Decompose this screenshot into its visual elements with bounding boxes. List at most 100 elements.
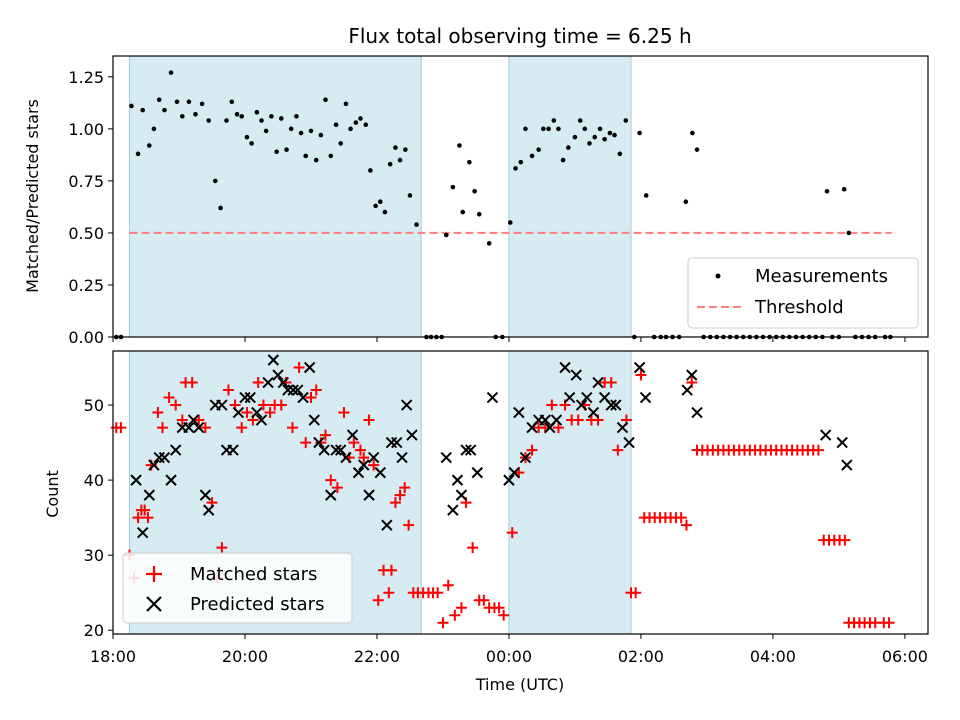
matched-star-point (319, 429, 331, 441)
y-tick-label: 40 (84, 471, 104, 490)
matched-star-point (293, 362, 305, 374)
measurement-point (278, 116, 284, 121)
predicted-star-point (232, 406, 245, 419)
x-tick-label: 22:00 (354, 647, 400, 666)
matched-star-point (372, 594, 384, 606)
x-tick-label: 06:00 (882, 647, 928, 666)
measurement-point (274, 149, 279, 155)
predicted-star-point (244, 391, 256, 404)
measurement-point (476, 211, 482, 217)
measurement-point (328, 153, 334, 159)
matched-star-point (156, 422, 168, 434)
y-tick-label: 0.50 (68, 224, 104, 243)
matched-star-point (193, 414, 205, 426)
predicted-star-point (308, 414, 320, 426)
measurement-point (206, 118, 211, 123)
measurement-point (602, 136, 607, 142)
bottom-legend-box (122, 552, 353, 624)
matched-star-point (236, 422, 248, 434)
measurement-point (683, 199, 689, 205)
predicted-star-point (563, 391, 576, 404)
predicted-star-point (202, 504, 215, 516)
matched-star-point (252, 377, 264, 389)
matched-star-point (403, 519, 415, 531)
predicted-star-point (303, 361, 316, 374)
measurement-point (269, 114, 274, 119)
bottom-axes-frame (112, 350, 929, 635)
predicted-star-point (318, 444, 330, 456)
matched-star-point (572, 414, 584, 426)
matched-star-point (394, 489, 406, 501)
predicted-star-point (440, 451, 452, 464)
measurement-point (373, 203, 378, 209)
y-tick-label: 0.00 (68, 328, 104, 347)
predicted-star-point (297, 391, 309, 404)
measurement-point (387, 161, 393, 167)
measurement-point (846, 230, 852, 236)
measurement-point (244, 134, 250, 140)
measurement-point (249, 141, 254, 146)
y-tick-label: 1.25 (68, 68, 104, 87)
matched-star-point (437, 617, 449, 629)
matched-star-point (506, 527, 518, 539)
predicted-star-point (381, 519, 393, 531)
measurement-point (239, 114, 244, 119)
measurement-point (643, 193, 649, 198)
matched-star-point (186, 377, 198, 389)
measurement-point (460, 209, 466, 215)
predicted-star-point (334, 444, 347, 456)
matched-star-point (383, 587, 395, 599)
predicted-star-point (460, 444, 472, 456)
predicted-star-point (486, 391, 499, 404)
predicted-star-point (158, 451, 171, 464)
matched-star-point (257, 399, 269, 411)
measurement-point (382, 209, 388, 215)
bottom-x-ticks: 18:00 20:00 22:00 00:00 02:00 04:00 06:00 (90, 634, 928, 666)
matched-star-point (142, 512, 154, 524)
predicted-star-point (575, 399, 588, 411)
measurement-point (129, 103, 134, 109)
matched-star-point (552, 422, 564, 434)
predicted-star-point (199, 489, 212, 501)
matched-star-point (399, 482, 411, 494)
matched-star-point (338, 407, 350, 419)
matched-star-point (139, 504, 151, 516)
predicted-star-point (513, 406, 525, 419)
measurement-point (146, 143, 152, 148)
measurement-point (486, 241, 492, 246)
measurement-point (597, 126, 603, 132)
predicted-star-point (216, 399, 228, 411)
predicted-star-point (358, 459, 370, 471)
predicted-star-point (400, 399, 413, 411)
matched-star-point (442, 579, 454, 591)
measurement-point (407, 193, 413, 198)
measurement-point (168, 70, 174, 75)
predicted-star-point (143, 489, 156, 501)
top-y-ticks: 0.00 0.25 0.50 0.75 1.00 1.25 (68, 68, 113, 347)
predicted-star-point (183, 421, 195, 434)
measurement-point (199, 101, 205, 107)
matched-star-point (216, 542, 228, 554)
measurement-point (694, 147, 700, 152)
measurement-point (313, 157, 319, 163)
measurement-point (338, 141, 343, 146)
measurement-point (577, 118, 583, 123)
measurement-point (288, 126, 294, 132)
predicted-star-point (605, 399, 617, 411)
legend-matched-marker (146, 566, 162, 582)
measurement-point (397, 157, 403, 163)
predicted-star-point (406, 429, 418, 441)
predicted-star-point (363, 489, 375, 501)
predicted-star-point (639, 391, 652, 404)
measurement-point (151, 126, 157, 132)
y-tick-label: 1.00 (68, 120, 104, 139)
shaded-observing-span (508, 350, 632, 635)
predicted-star-point (367, 451, 380, 464)
predicted-star-point (227, 444, 239, 456)
predicted-star-point (447, 504, 459, 516)
matched-star-point (170, 399, 182, 411)
predicted-star-point (330, 444, 342, 456)
predicted-star-point (251, 406, 263, 419)
predicted-star-point (623, 436, 635, 449)
